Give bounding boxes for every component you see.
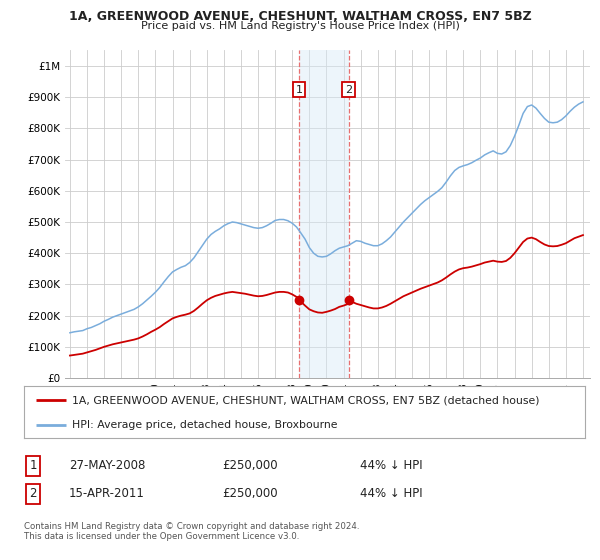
Text: 15-APR-2011: 15-APR-2011 — [69, 487, 145, 501]
Text: 1A, GREENWOOD AVENUE, CHESHUNT, WALTHAM CROSS, EN7 5BZ (detached house): 1A, GREENWOOD AVENUE, CHESHUNT, WALTHAM … — [71, 395, 539, 405]
Text: Contains HM Land Registry data © Crown copyright and database right 2024.
This d: Contains HM Land Registry data © Crown c… — [24, 522, 359, 542]
Text: 2: 2 — [345, 85, 352, 95]
Text: Price paid vs. HM Land Registry's House Price Index (HPI): Price paid vs. HM Land Registry's House … — [140, 21, 460, 31]
Text: 27-MAY-2008: 27-MAY-2008 — [69, 459, 145, 473]
Text: 44% ↓ HPI: 44% ↓ HPI — [360, 459, 422, 473]
Text: 1: 1 — [296, 85, 303, 95]
Bar — [299, 50, 349, 378]
Text: £250,000: £250,000 — [222, 487, 278, 501]
Text: 1A, GREENWOOD AVENUE, CHESHUNT, WALTHAM CROSS, EN7 5BZ: 1A, GREENWOOD AVENUE, CHESHUNT, WALTHAM … — [68, 10, 532, 23]
Text: £250,000: £250,000 — [222, 459, 278, 473]
Text: 44% ↓ HPI: 44% ↓ HPI — [360, 487, 422, 501]
Text: 1: 1 — [29, 459, 37, 473]
Text: HPI: Average price, detached house, Broxbourne: HPI: Average price, detached house, Brox… — [71, 420, 337, 430]
Text: 2: 2 — [29, 487, 37, 501]
